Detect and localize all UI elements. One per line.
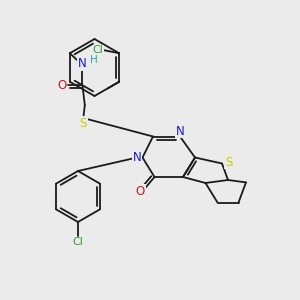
Text: N: N — [176, 124, 184, 138]
Text: S: S — [80, 117, 87, 130]
Text: N: N — [133, 151, 142, 164]
Text: N: N — [78, 57, 87, 70]
Text: S: S — [225, 155, 232, 169]
Text: Cl: Cl — [73, 237, 83, 247]
Text: O: O — [136, 185, 145, 198]
Text: O: O — [57, 79, 67, 92]
Text: Cl: Cl — [92, 45, 103, 55]
Text: H: H — [90, 55, 98, 65]
